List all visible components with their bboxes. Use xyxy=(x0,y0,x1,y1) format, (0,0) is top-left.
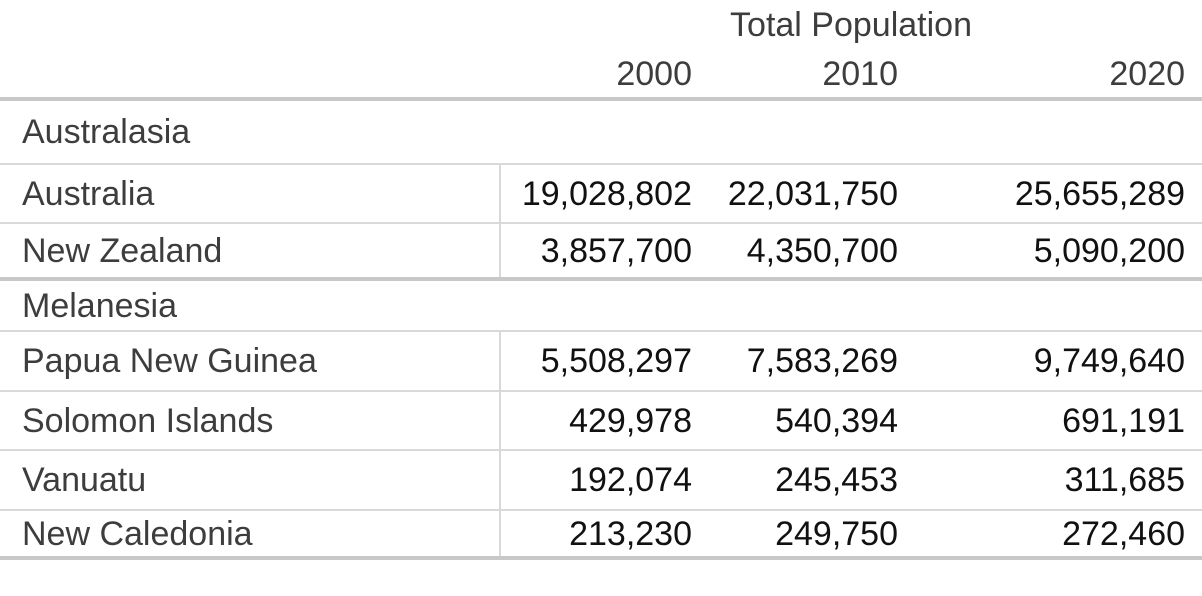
label-column-spacer-cell xyxy=(0,50,500,101)
value-2020: 691,191 xyxy=(915,390,1202,450)
row-label: Australia xyxy=(0,163,500,223)
row-label: Papua New Guinea xyxy=(0,330,500,391)
table-body: Australasia Australia 19,028,802 22,031,… xyxy=(0,99,1202,558)
table-row-papua-new-guinea: Papua New Guinea 5,508,297 7,583,269 9,7… xyxy=(0,330,1202,391)
year-header-2000: 2000 xyxy=(500,50,709,101)
value-2010: 4,350,700 xyxy=(709,222,915,279)
table-row-new-caledonia: New Caledonia 213,230 249,750 272,460 xyxy=(0,509,1202,558)
year-header-2010: 2010 xyxy=(709,50,915,101)
value-2020: 272,460 xyxy=(915,509,1202,558)
row-label: New Zealand xyxy=(0,222,500,279)
row-label: New Caledonia xyxy=(0,509,500,558)
table-header: Total Population 2000 2010 2020 xyxy=(0,0,1202,101)
value-2020: 5,090,200 xyxy=(915,222,1202,279)
value-2000: 192,074 xyxy=(499,449,709,510)
row-label: Solomon Islands xyxy=(0,390,500,450)
value-2020: 9,749,640 xyxy=(915,330,1202,391)
value-2010: 540,394 xyxy=(709,390,915,450)
value-2010: 245,453 xyxy=(709,449,915,510)
column-spanner-total-population: Total Population xyxy=(730,6,972,44)
corner-spacer-cell xyxy=(0,0,500,50)
value-2000: 213,230 xyxy=(499,509,709,558)
value-2000: 429,978 xyxy=(499,390,709,450)
section-row-australasia: Australasia xyxy=(0,99,1202,164)
value-2010: 22,031,750 xyxy=(709,163,915,223)
years-row: 2000 2010 2020 xyxy=(0,50,1202,101)
year-header-2020: 2020 xyxy=(915,50,1202,101)
value-2000: 5,508,297 xyxy=(499,330,709,391)
spanner-row: Total Population xyxy=(0,0,1202,50)
table-row-australia: Australia 19,028,802 22,031,750 25,655,2… xyxy=(0,163,1202,223)
value-2010: 7,583,269 xyxy=(709,330,915,391)
row-label: Vanuatu xyxy=(0,449,500,510)
table-row-solomon-islands: Solomon Islands 429,978 540,394 691,191 xyxy=(0,390,1202,450)
section-label: Melanesia xyxy=(0,277,1202,331)
value-2010: 249,750 xyxy=(709,509,915,558)
value-2020: 311,685 xyxy=(915,449,1202,510)
section-row-melanesia: Melanesia xyxy=(0,277,1202,331)
table-row-new-zealand: New Zealand 3,857,700 4,350,700 5,090,20… xyxy=(0,222,1202,279)
table-row-vanuatu: Vanuatu 192,074 245,453 311,685 xyxy=(0,449,1202,510)
value-2020: 25,655,289 xyxy=(915,163,1202,223)
section-label: Australasia xyxy=(22,113,191,151)
value-2000: 3,857,700 xyxy=(499,222,709,279)
population-table: Total Population 2000 2010 2020 Australa… xyxy=(0,0,1202,560)
value-2000: 19,028,802 xyxy=(499,163,709,223)
